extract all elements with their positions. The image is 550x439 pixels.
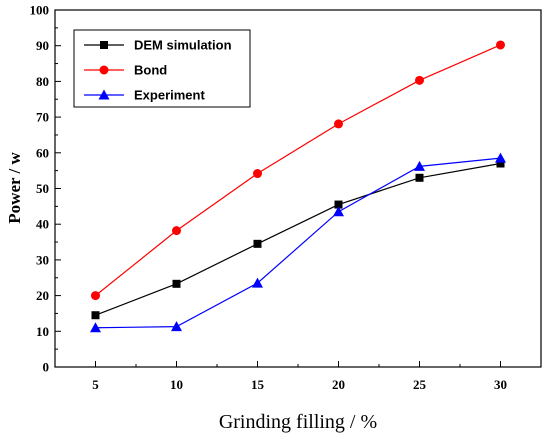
legend-marker	[99, 65, 109, 75]
series-bond	[91, 40, 505, 301]
x-axis-title: Grinding filling / %	[219, 411, 377, 433]
series-experiment	[90, 152, 506, 333]
y-axis-title: Power / w	[5, 152, 24, 224]
x-tick-label: 30	[494, 377, 507, 392]
y-tick-label: 10	[36, 324, 49, 339]
series-line-experiment	[95, 157, 501, 329]
series-line-dem-simulation	[95, 162, 501, 316]
data-point-experiment	[90, 322, 101, 333]
y-tick-label: 20	[36, 288, 49, 303]
legend-label: DEM simulation	[134, 38, 232, 53]
data-point-bond	[91, 291, 100, 301]
x-tick-label: 20	[332, 377, 345, 392]
legend-item-bond: Bond	[84, 63, 167, 78]
y-tick-label: 80	[36, 74, 49, 89]
x-tick-label: 25	[413, 377, 427, 392]
legend-item-experiment: Experiment	[84, 88, 205, 103]
series-line-bond	[95, 44, 501, 297]
x-tick-label: 10	[170, 377, 183, 392]
legend-label: Bond	[134, 63, 167, 78]
data-point-bond	[415, 75, 424, 85]
y-tick-label: 40	[36, 217, 49, 232]
y-tick-label: 0	[43, 360, 50, 375]
data-point-experiment	[495, 152, 506, 163]
legend-marker	[100, 41, 108, 49]
legend-marker	[98, 89, 110, 100]
data-point-bond	[334, 119, 343, 129]
data-point-dem-simulation	[172, 279, 181, 288]
legend-item-dem-simulation: DEM simulation	[84, 38, 232, 53]
data-point-experiment	[252, 277, 263, 288]
legend-label: Experiment	[134, 88, 205, 103]
y-tick-label: 100	[30, 3, 50, 18]
x-axis-ticks: 5 10 15 20 25 30	[54, 361, 542, 392]
data-point-experiment	[414, 160, 425, 171]
data-point-dem-simulation	[496, 159, 505, 168]
data-point-dem-simulation	[334, 200, 343, 209]
y-tick-label: 60	[36, 145, 49, 160]
y-tick-label: 30	[36, 252, 49, 267]
y-tick-label: 90	[36, 38, 49, 53]
data-point-dem-simulation	[253, 239, 262, 248]
series-layer	[90, 40, 506, 333]
legend: DEM simulation Bond Experiment	[73, 29, 251, 108]
data-point-experiment	[171, 321, 182, 332]
y-tick-label: 70	[36, 110, 49, 125]
y-tick-label: 50	[36, 181, 49, 196]
data-point-experiment	[333, 206, 344, 217]
data-point-bond	[496, 40, 505, 50]
data-point-bond	[172, 226, 181, 236]
data-point-dem-simulation	[91, 311, 100, 320]
x-tick-label: 15	[251, 377, 265, 392]
data-point-bond	[253, 169, 262, 179]
data-point-dem-simulation	[415, 173, 424, 182]
series-dem-simulation	[91, 159, 505, 320]
y-axis-ticks: 0 10 20 30 40 50 60 70 80 90 100	[30, 3, 61, 375]
x-tick-label: 5	[92, 377, 99, 392]
